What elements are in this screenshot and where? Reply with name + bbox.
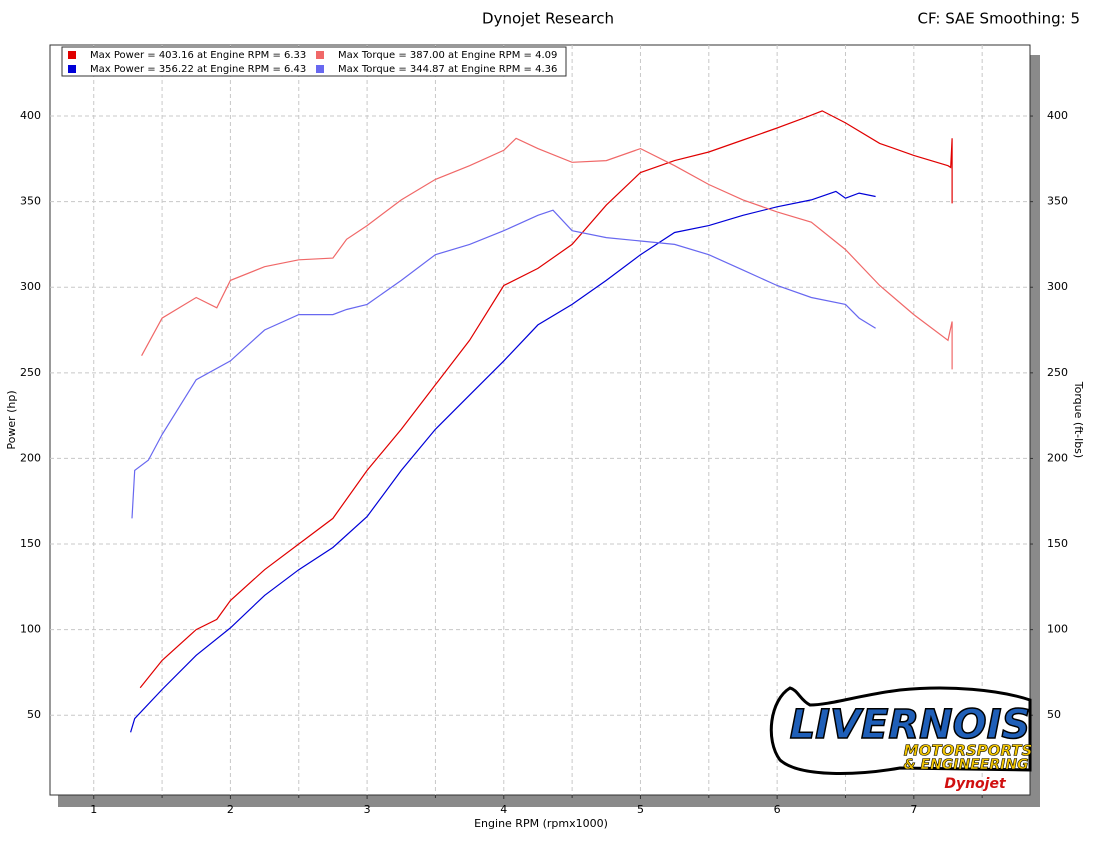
y-tick-label: 400 <box>20 109 41 122</box>
y2-axis-label: Torque (ft-lbs) <box>1072 381 1085 458</box>
x-tick-label: 6 <box>774 803 781 816</box>
y2-tick-label: 300 <box>1047 280 1068 293</box>
legend-swatch <box>68 65 76 73</box>
x-tick-label: 2 <box>227 803 234 816</box>
legend: Max Power = 403.16 at Engine RPM = 6.33 M… <box>61 46 567 77</box>
legend-box <box>61 46 567 77</box>
y-tick-label: 150 <box>20 537 41 550</box>
logo: LIVERNOIS MOTORSPORTS & ENGINEERING Dyno… <box>769 686 1033 792</box>
data-line <box>130 190 876 733</box>
data-line <box>139 110 953 689</box>
legend-label: Max Power = 403.16 at Engine RPM = 6.33 <box>90 50 306 61</box>
logo-line3: & ENGINEERING <box>903 757 1028 773</box>
legend-swatch <box>316 65 324 73</box>
y-tick-label: 350 <box>20 195 41 208</box>
legend-swatch <box>316 51 324 59</box>
y-tick-label: 300 <box>20 280 41 293</box>
chart-title: Dynojet Research <box>482 10 614 28</box>
x-tick-label: 3 <box>364 803 371 816</box>
x-axis-label: Engine RPM (rpmx1000) <box>474 817 608 830</box>
x-tick-label: 4 <box>500 803 507 816</box>
legend-label: Max Torque = 387.00 at Engine RPM = 4.09 <box>338 50 557 61</box>
x-tick-label: 5 <box>637 803 644 816</box>
chart-subtitle: CF: SAE Smoothing: 5 <box>917 10 1080 28</box>
y-tick-label: 100 <box>20 623 41 636</box>
data-line <box>141 137 953 370</box>
y-tick-label: 200 <box>20 451 41 464</box>
plot-frame <box>49 44 1031 796</box>
x-tick-label: 7 <box>910 803 917 816</box>
y2-tick-label: 250 <box>1047 366 1068 379</box>
y2-tick-label: 200 <box>1047 451 1068 464</box>
y2-tick-label: 350 <box>1047 195 1068 208</box>
logo-name: LIVERNOIS <box>790 702 1031 748</box>
y-tick-label: 250 <box>20 366 41 379</box>
y2-tick-label: 150 <box>1047 537 1068 550</box>
x-tick-label: 1 <box>90 803 97 816</box>
legend-label: Max Power = 356.22 at Engine RPM = 6.43 <box>90 64 306 75</box>
y-axis-label: Power (hp) <box>5 390 18 449</box>
y2-tick-label: 100 <box>1047 623 1068 636</box>
data-line <box>131 209 876 519</box>
legend-label: Max Torque = 344.87 at Engine RPM = 4.36 <box>338 64 557 75</box>
y2-tick-label: 400 <box>1047 109 1068 122</box>
y-tick-label: 50 <box>27 708 41 721</box>
plot-area: 1 2 3 4 5 6 7 50 100 150 200 250 300 350 400 50 100 150 20… <box>20 45 1068 816</box>
logo-swoosh <box>769 686 1032 775</box>
y2-tick-label: 50 <box>1047 708 1061 721</box>
logo-brand: Dynojet <box>944 776 1007 792</box>
logo-line2: MOTORSPORTS <box>904 742 1033 760</box>
legend-swatch <box>68 51 76 59</box>
